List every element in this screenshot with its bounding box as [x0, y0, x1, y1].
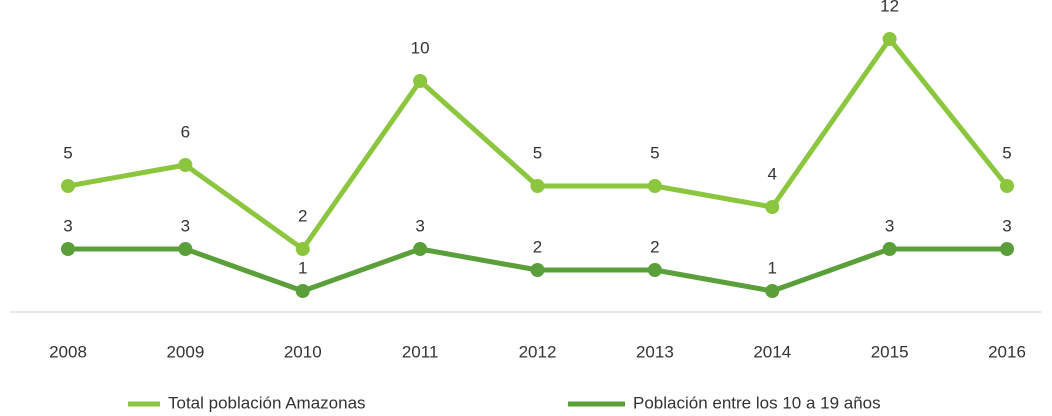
point: [295, 284, 310, 298]
x-tick-label: 2010: [284, 342, 322, 361]
data-label: 6: [181, 122, 190, 141]
point: [882, 242, 897, 256]
data-label: 5: [63, 143, 72, 162]
point: [178, 158, 193, 172]
point: [647, 263, 662, 277]
x-tick-label: 2016: [988, 342, 1026, 361]
data-label: 2: [650, 237, 659, 256]
x-tick-label: 2014: [753, 342, 791, 361]
legend-label: Población entre los 10 a 19 años: [633, 393, 881, 412]
x-tick-label: 2008: [49, 342, 87, 361]
point: [765, 200, 780, 214]
data-label: 3: [1002, 216, 1011, 235]
point: [530, 179, 545, 193]
point: [61, 242, 75, 256]
data-label: 3: [63, 216, 72, 235]
point: [413, 74, 428, 88]
point: [647, 179, 662, 193]
point: [1000, 179, 1014, 193]
x-tick-label: 2012: [519, 342, 557, 361]
data-label: 4: [768, 164, 777, 183]
point: [295, 242, 310, 256]
point: [530, 263, 545, 277]
data-label: 10: [411, 38, 430, 57]
x-tick-label: 2015: [871, 342, 909, 361]
data-label: 5: [533, 143, 542, 162]
x-tick-label: 2013: [636, 342, 674, 361]
data-label: 3: [885, 216, 894, 235]
data-label: 2: [298, 206, 307, 225]
x-tick-label: 2009: [166, 342, 204, 361]
data-label: 3: [181, 216, 190, 235]
point: [178, 242, 193, 256]
data-label: 5: [650, 143, 659, 162]
point: [765, 284, 780, 298]
data-label: 3: [415, 216, 424, 235]
point: [1000, 242, 1014, 256]
point: [882, 32, 897, 46]
point: [413, 242, 428, 256]
point: [61, 179, 75, 193]
x-tick-label: 2011: [402, 342, 439, 361]
data-label: 12: [880, 0, 899, 15]
data-label: 2: [533, 237, 542, 256]
data-label: 1: [768, 258, 777, 277]
legend-label: Total población Amazonas: [168, 393, 366, 412]
data-label: 5: [1002, 143, 1011, 162]
data-label: 1: [298, 258, 307, 277]
